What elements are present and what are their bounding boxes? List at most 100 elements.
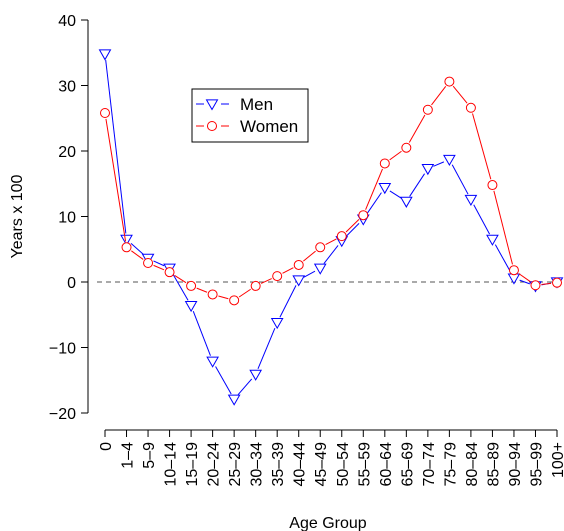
series-line-segment (452, 85, 468, 104)
legend-marker (205, 99, 219, 111)
y-tick-label: −20 (49, 406, 76, 423)
series-line-segment (519, 279, 531, 285)
data-point (487, 180, 498, 191)
series-line-segment (451, 164, 469, 195)
series-line-segment (131, 250, 144, 260)
series-line-segment (105, 59, 127, 234)
data-point (379, 158, 390, 169)
legend-entries: Men Women (196, 95, 298, 136)
series-line-segment (130, 243, 144, 255)
series-line-segment (389, 150, 402, 161)
series-layer (98, 49, 564, 406)
series-men (98, 49, 564, 406)
series-line-segment (237, 378, 253, 396)
y-tick-label: 0 (67, 275, 76, 292)
x-tick-label: 80–84 (464, 442, 481, 487)
data-point (270, 317, 284, 330)
x-tick-label: 55–59 (356, 442, 373, 487)
data-point (508, 265, 519, 276)
x-tick-label: 85–89 (485, 442, 502, 487)
series-line-segment (153, 264, 165, 271)
x-tick-label: 20–24 (206, 442, 223, 487)
data-point (530, 280, 541, 291)
x-tick-label: 5–9 (141, 442, 158, 469)
series-line-segment (257, 327, 276, 370)
x-tick-label: 90–94 (507, 442, 524, 487)
x-tick-label: 40–44 (292, 442, 309, 487)
data-point (313, 263, 327, 275)
data-point (207, 289, 218, 300)
data-point (465, 102, 476, 113)
data-point (358, 210, 369, 221)
series-line-segment (260, 278, 272, 284)
x-tick-label: 25–29 (227, 442, 244, 487)
series-line-segment (174, 274, 187, 284)
series-line-segment (493, 190, 513, 265)
data-point (250, 280, 261, 291)
series-line-segment (433, 161, 445, 167)
x-tick-label: 10–14 (163, 442, 180, 487)
series-line-segment (365, 168, 383, 210)
series-line-segment (303, 270, 316, 278)
data-point (164, 267, 175, 278)
x-tick-label: 35–39 (270, 442, 287, 487)
series-line-segment (473, 204, 491, 235)
legend-label: Men (240, 95, 273, 114)
data-point (249, 369, 263, 381)
y-tick-label: −10 (49, 341, 76, 358)
series-line-segment (238, 288, 251, 298)
data-point (552, 277, 562, 288)
series-line-segment (409, 173, 425, 197)
data-point (444, 76, 455, 87)
data-point (401, 142, 412, 153)
data-point (422, 104, 433, 115)
series-line-segment (153, 260, 165, 267)
series-line-segment (366, 192, 382, 215)
series-line-segment (192, 310, 211, 356)
x-axis: 0 1–4 5–9 10–14 15–19 20–24 25–29 30–34 35–39 40–… (98, 429, 564, 487)
y-tick-label: 10 (58, 210, 76, 227)
series-line-segment (389, 190, 402, 199)
series-line-segment (345, 223, 360, 237)
legend-marker (207, 121, 217, 131)
data-point (421, 164, 435, 176)
series-line-segment (282, 267, 294, 274)
series-line-segment (105, 118, 127, 242)
data-point (272, 271, 283, 282)
legend-box (191, 88, 309, 143)
series-line-segment (345, 219, 360, 233)
x-tick-label: 60–64 (378, 442, 395, 487)
x-tick-label: 100+ (550, 442, 564, 478)
legend: Men Women (191, 88, 309, 143)
y-axis: 40 30 20 10 0 −10 −20 (49, 13, 89, 423)
data-point (120, 234, 133, 246)
data-point (100, 108, 110, 119)
data-point (186, 280, 197, 291)
data-point (315, 242, 326, 253)
x-axis-title: Age Group (289, 515, 366, 531)
series-line-segment (518, 273, 531, 283)
data-point (227, 394, 241, 406)
series-line-segment (218, 295, 229, 300)
data-point (98, 49, 112, 61)
data-point (399, 196, 413, 208)
y-tick-label: 20 (58, 144, 76, 161)
series-line-segment (494, 244, 512, 274)
legend-label: Women (240, 117, 298, 136)
x-tick-label: 45–49 (313, 442, 330, 487)
series-line-segment (472, 113, 492, 180)
y-tick-label: 30 (58, 79, 76, 96)
data-point (293, 259, 304, 270)
data-point (292, 275, 306, 287)
y-axis-title: Years x 100 (9, 174, 26, 258)
series-line-segment (431, 86, 447, 106)
x-tick-label: 0 (98, 442, 115, 451)
x-tick-label: 95–99 (528, 442, 545, 487)
x-tick-label: 1–4 (120, 442, 137, 469)
series-line-segment (172, 273, 189, 301)
data-point (206, 356, 219, 368)
series-line-segment (323, 245, 339, 264)
series-women (100, 76, 562, 306)
data-point (443, 154, 456, 167)
